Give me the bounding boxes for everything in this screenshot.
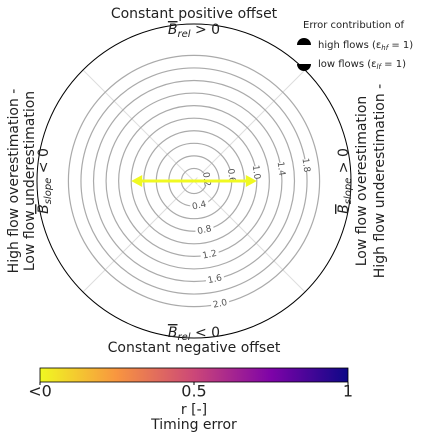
- diagonal-line: [193, 69, 306, 182]
- legend-suffix: = 1): [381, 59, 406, 70]
- symbol-relation: > 0: [191, 22, 221, 38]
- top-label: Constant positive offset: [111, 6, 278, 22]
- symbol-base: B: [168, 22, 178, 38]
- r-tick-label: 1.0: [250, 165, 262, 181]
- r-tick-label: 0.8: [197, 224, 213, 237]
- axis-symbol: Brel < 0: [168, 325, 220, 343]
- r-grid-circle: [67, 54, 321, 308]
- symbol-base: B: [36, 204, 52, 214]
- r-tick-label: 1.2: [202, 249, 218, 262]
- r-label-bg: [205, 273, 224, 286]
- r-tick-label: 1.4: [275, 161, 287, 177]
- legend-prefix: low flows (ε: [318, 59, 377, 70]
- symbol-base: B: [336, 204, 352, 214]
- symbol-base: B: [168, 325, 178, 341]
- r-label-bg: [200, 248, 219, 261]
- legend-subscript: hf: [381, 44, 389, 52]
- axis-symbol: Bslope < 0: [36, 148, 54, 214]
- legend-label: high flows (εhf = 1): [318, 40, 413, 52]
- diagonal-line: [193, 180, 306, 293]
- r-label-bg: [195, 224, 214, 237]
- colorbar-tick-label: <0: [28, 382, 52, 401]
- r-tick-label: 0.6: [225, 168, 237, 184]
- r-tick-label: 2.0: [212, 298, 228, 311]
- colorbar-label: r [-]: [181, 402, 207, 418]
- r-tick-label: 1.6: [207, 273, 223, 286]
- symbol-relation: > 0: [336, 148, 352, 178]
- r-grid-circle: [80, 67, 308, 295]
- r-grid-circle: [92, 79, 296, 283]
- legend-label: low flows (εlf = 1): [318, 59, 406, 71]
- symbol-relation: < 0: [191, 325, 221, 341]
- r-grid-circle: [118, 105, 270, 257]
- symbol-relation: < 0: [36, 148, 52, 178]
- legend-prefix: high flows (ε: [318, 40, 381, 51]
- colorbar: [39, 367, 349, 383]
- symbol-subscript: slope: [43, 178, 54, 205]
- r-tick-label: 0.4: [191, 200, 207, 213]
- r-label-bg: [222, 169, 241, 182]
- r-label-bg: [190, 199, 209, 212]
- bottom-label: Constant negative offset: [108, 340, 281, 356]
- right-label: High flow underestimation -: [372, 84, 388, 278]
- colorbar-tick-label: 0.5: [181, 382, 206, 401]
- colorbar-sublabel: Timing error: [150, 417, 237, 433]
- symbol-subscript: rel: [178, 29, 191, 40]
- arrow-head: [245, 175, 257, 187]
- axis-symbol: Bslope > 0: [336, 148, 354, 214]
- r-label-bg: [272, 162, 291, 175]
- r-label-bg: [211, 297, 230, 310]
- legend-subscript: lf: [377, 63, 383, 71]
- diagonal-line: [82, 180, 195, 293]
- legend-icon: [297, 64, 311, 71]
- arrow-head: [131, 175, 143, 187]
- r-tick-label: 0.2: [200, 172, 212, 188]
- legend-suffix: = 1): [388, 40, 413, 51]
- outer-circle: [36, 23, 352, 339]
- legend-title: Error contribution of: [303, 20, 404, 31]
- r-tick-label: 1.8: [299, 158, 311, 174]
- r-grid-circle: [105, 92, 283, 270]
- r-label-bg: [296, 159, 315, 172]
- symbol-subscript: slope: [343, 178, 354, 205]
- colorbar-tick-label: 1: [343, 382, 353, 401]
- right-label: Low flow overestimation: [354, 96, 370, 267]
- symbol-subscript: rel: [178, 332, 191, 343]
- left-label: High flow overestimation -: [6, 89, 22, 274]
- diagonal-line: [82, 69, 195, 182]
- left-label: Low flow underestimation: [22, 91, 38, 271]
- axis-symbol: Brel > 0: [168, 22, 220, 40]
- r-label-bg: [247, 166, 266, 179]
- legend-icon: [297, 38, 311, 45]
